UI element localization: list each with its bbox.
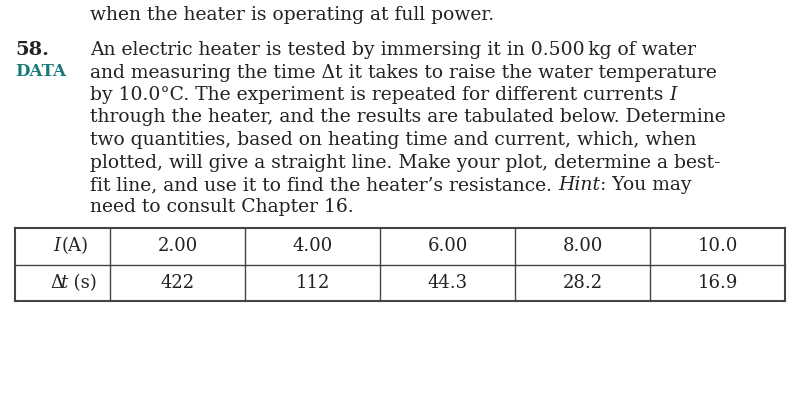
Text: when the heater is operating at full power.: when the heater is operating at full pow…	[90, 6, 494, 24]
Text: I: I	[670, 86, 677, 104]
Text: and measuring the time Δt it takes to raise the water temperature: and measuring the time Δt it takes to ra…	[90, 63, 717, 82]
Text: (A): (A)	[62, 237, 88, 255]
Text: Hint: Hint	[558, 176, 600, 194]
Text: by 10.0°C. The experiment is repeated for different currents: by 10.0°C. The experiment is repeated fo…	[90, 86, 670, 104]
Text: 28.2: 28.2	[562, 274, 602, 292]
Text: 8.00: 8.00	[562, 237, 602, 255]
Text: 44.3: 44.3	[427, 274, 468, 292]
Text: I: I	[54, 237, 60, 255]
Text: 2.00: 2.00	[157, 237, 197, 255]
Text: fit line, and use it to find the heater’s resistance.: fit line, and use it to find the heater’…	[90, 176, 558, 194]
Text: 58.: 58.	[15, 41, 49, 59]
Text: 422: 422	[160, 274, 195, 292]
Text: Δ: Δ	[51, 274, 63, 292]
Text: t: t	[60, 274, 67, 292]
Text: 4.00: 4.00	[293, 237, 333, 255]
Text: plotted, will give a straight line. Make your plot, determine a best-: plotted, will give a straight line. Make…	[90, 154, 721, 171]
Text: need to consult Chapter 16.: need to consult Chapter 16.	[90, 198, 354, 217]
Text: 10.0: 10.0	[697, 237, 738, 255]
Text: An electric heater is tested by immersing it in 0.500 kg of water: An electric heater is tested by immersin…	[90, 41, 696, 59]
Text: DATA: DATA	[15, 63, 66, 80]
Text: : You may: : You may	[600, 176, 691, 194]
Text: 112: 112	[295, 274, 330, 292]
Text: (s): (s)	[70, 274, 96, 292]
Text: through the heater, and the results are tabulated below. Determine: through the heater, and the results are …	[90, 109, 726, 126]
Text: two quantities, based on heating time and current, which, when: two quantities, based on heating time an…	[90, 131, 696, 149]
Text: 16.9: 16.9	[697, 274, 738, 292]
Text: 6.00: 6.00	[427, 237, 468, 255]
